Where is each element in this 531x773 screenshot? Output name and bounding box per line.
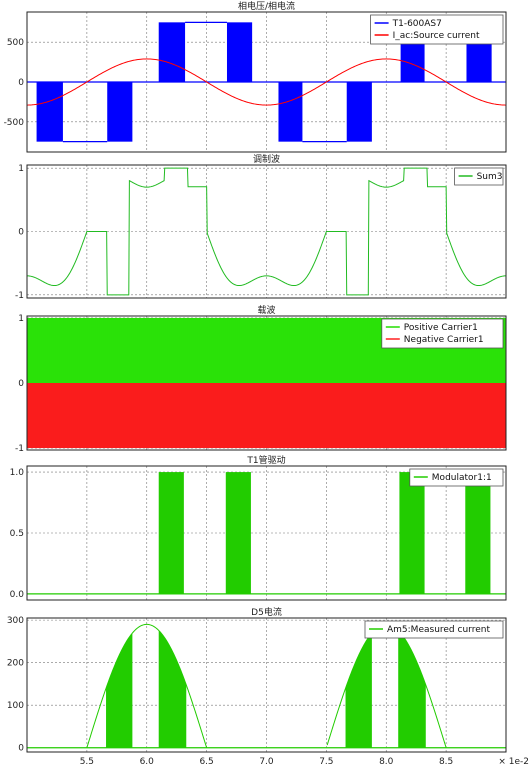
y-tick-label: 0 bbox=[18, 379, 24, 389]
legend-box bbox=[409, 468, 504, 487]
y-tick-label: -1 bbox=[15, 444, 24, 454]
current-area bbox=[106, 633, 133, 748]
y-tick-label: 1 bbox=[18, 314, 24, 324]
legend: Modulator1:1 bbox=[409, 468, 504, 487]
plot-area bbox=[27, 21, 506, 143]
y-tick-label: 300 bbox=[7, 616, 24, 626]
voltage-pulse-block bbox=[158, 22, 186, 82]
chart-title: 相电压/相电流 bbox=[238, 0, 295, 12]
chart-title: D5电流 bbox=[251, 606, 282, 618]
legend-label: Positive Carrier1 bbox=[404, 323, 478, 333]
plot-frame bbox=[26, 11, 507, 153]
source-current-line bbox=[27, 58, 506, 106]
voltage-pulse-block bbox=[226, 22, 253, 82]
plot-area bbox=[27, 623, 506, 749]
drive-pulse-group bbox=[465, 472, 491, 594]
x-tick-label: 7.0 bbox=[259, 757, 274, 767]
plot-frame bbox=[26, 315, 507, 451]
legend-label: I_ac:Source current bbox=[393, 31, 480, 41]
legend-box bbox=[454, 167, 504, 186]
current-area bbox=[345, 633, 372, 748]
y-tick-label: 0 bbox=[18, 228, 24, 238]
y-tick-label: 1 bbox=[18, 164, 24, 174]
legend-label: Am5:Measured current bbox=[387, 625, 490, 635]
x-tick-label: 8.5 bbox=[439, 757, 453, 767]
y-tick-label: 500 bbox=[7, 38, 24, 48]
y-tick-label: -1 bbox=[15, 291, 24, 301]
x-tick-label: 7.5 bbox=[319, 757, 333, 767]
y-tick-label: 100 bbox=[7, 701, 24, 711]
plot-area bbox=[27, 317, 506, 449]
plot-frame bbox=[26, 465, 507, 601]
legend: Sum3 bbox=[454, 167, 504, 186]
plot-area bbox=[27, 167, 506, 296]
chart-panel-2: 调制波 -1 0 1 Sum3 bbox=[15, 153, 507, 301]
drive-pulse-group bbox=[399, 472, 425, 594]
legend-label: T1-600AS7 bbox=[392, 19, 442, 29]
x-tick-label: 6.5 bbox=[199, 757, 213, 767]
legend: Positive Carrier1 Negative Carrier1 bbox=[381, 318, 504, 349]
modulation-wave-line bbox=[27, 167, 506, 296]
x-tick-label: 8.0 bbox=[379, 757, 394, 767]
legend: Am5:Measured current bbox=[364, 620, 504, 639]
legend: T1-600AS7 I_ac:Source current bbox=[370, 14, 504, 45]
chart-title: 载波 bbox=[257, 304, 275, 316]
x-tick-label: 6.0 bbox=[140, 757, 155, 767]
y-tick-label: 0 bbox=[18, 744, 24, 754]
y-tick-label: 200 bbox=[7, 659, 24, 669]
voltage-pulse-block bbox=[36, 82, 63, 142]
voltage-pulse-block bbox=[346, 82, 372, 142]
x-tick-label: 5.5 bbox=[80, 757, 94, 767]
plot-frame bbox=[26, 617, 507, 753]
current-area bbox=[398, 630, 426, 748]
chart-title: 调制波 bbox=[253, 153, 280, 165]
legend-box bbox=[364, 620, 504, 639]
legend-box bbox=[381, 318, 504, 349]
legend-label: Negative Carrier1 bbox=[404, 335, 484, 345]
legend-box bbox=[370, 14, 504, 45]
y-tick-label: 1.0 bbox=[10, 468, 25, 478]
current-area bbox=[158, 630, 187, 748]
plot-area bbox=[27, 472, 506, 595]
legend-label: Sum3 bbox=[477, 172, 503, 182]
chart-panel-3: 载波 -1 0 1 Positive Carrier1 Negative Carrier1 bbox=[15, 304, 507, 454]
y-tick-label: 0.5 bbox=[10, 529, 24, 539]
chart-panel-5: D5电流 0 100 200 300 Am5:Measured current 5.5 6.0… bbox=[7, 606, 529, 767]
chart-panel-4: T1管驱动 0.0 0.5 1.0 Modulator1:1 bbox=[10, 454, 507, 601]
drive-pulse-group bbox=[158, 472, 184, 594]
chart-panel-1: 相电压/相电流 -500 0 500 T1-600AS7 I_ac:Source curr… bbox=[4, 0, 507, 153]
y-tick-label: -500 bbox=[4, 118, 25, 128]
voltage-pulse-block bbox=[278, 82, 303, 142]
y-tick-label: 0.0 bbox=[10, 590, 25, 600]
y-tick-label: 0 bbox=[18, 78, 24, 88]
voltage-pulse-block bbox=[107, 82, 133, 142]
x-axis-multiplier: × 1e-2 bbox=[498, 757, 529, 767]
drive-pulse-group bbox=[225, 472, 251, 594]
plot-frame bbox=[26, 164, 507, 299]
chart-title: T1管驱动 bbox=[246, 454, 285, 466]
legend-label: Modulator1:1 bbox=[432, 473, 492, 483]
